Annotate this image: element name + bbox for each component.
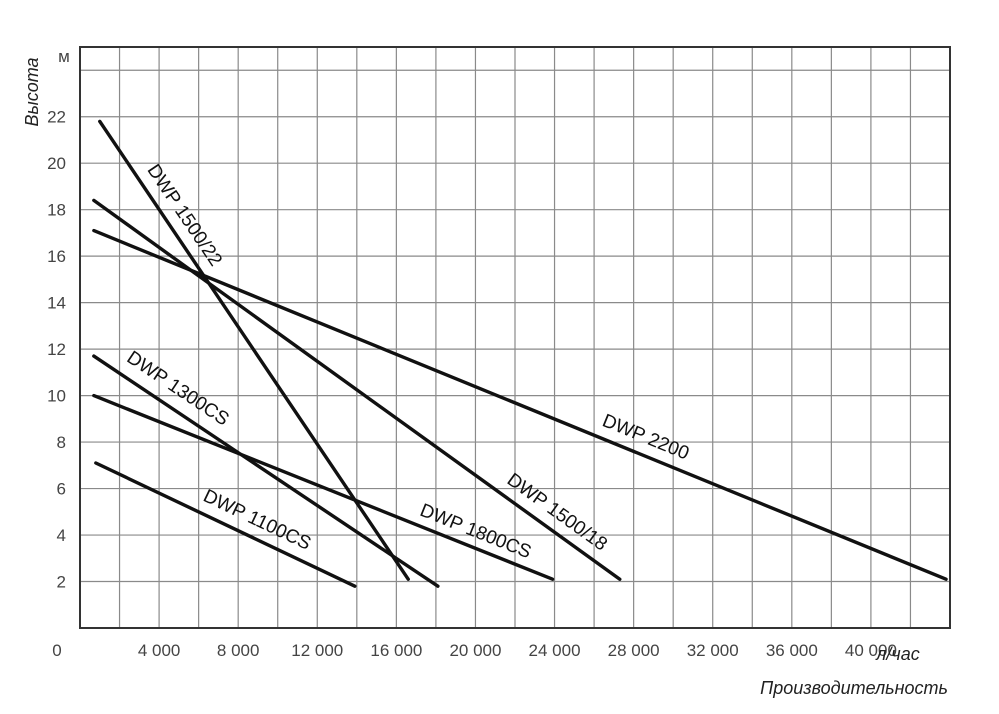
grid xyxy=(80,47,950,628)
x-tick-label: 24 000 xyxy=(529,641,581,660)
series-line xyxy=(98,119,410,581)
series-label: DWP 1500/22 xyxy=(143,161,226,271)
x-tick-label: 28 000 xyxy=(608,641,660,660)
x-tick-label: 8 000 xyxy=(217,641,260,660)
x-tick-label: 12 000 xyxy=(291,641,343,660)
x-tick-labels: 4 000 8 000 12 000 16 000 20 000 24 000 28 000… xyxy=(138,641,897,660)
y-tick-label: 22 xyxy=(47,108,66,127)
x-tick-label: 4 000 xyxy=(138,641,181,660)
y-tick-label: 4 xyxy=(57,526,66,545)
series-line xyxy=(94,461,357,588)
series-line xyxy=(92,228,948,581)
x-tick-label: 16 000 xyxy=(370,641,422,660)
y-tick-label: 2 xyxy=(57,573,66,592)
y-tick-label: 12 xyxy=(47,340,66,359)
x-axis-title: Производительность xyxy=(760,678,948,698)
y-unit-label: м xyxy=(58,47,70,66)
x-unit-label: л/час xyxy=(875,644,919,664)
y-tick-label: 6 xyxy=(57,480,66,499)
y-tick-label: 20 xyxy=(47,154,66,173)
y-tick-label: 14 xyxy=(47,294,66,313)
y-axis-title: Высота xyxy=(22,57,42,126)
series-line xyxy=(92,393,555,581)
x-tick-label: 32 000 xyxy=(687,641,739,660)
plot-frame xyxy=(79,46,951,629)
series-lines xyxy=(92,119,948,588)
series-line xyxy=(92,198,622,581)
y-tick-labels: 2 4 6 8 10 12 14 16 18 20 22 xyxy=(47,108,66,592)
origin-label: 0 xyxy=(52,641,61,660)
x-tick-label: 36 000 xyxy=(766,641,818,660)
y-tick-label: 18 xyxy=(47,201,66,220)
series-label: DWP 1300CS xyxy=(123,347,233,430)
x-tick-label: 40 000 xyxy=(845,641,897,660)
x-tick-label: 20 000 xyxy=(449,641,501,660)
y-tick-label: 8 xyxy=(57,433,66,452)
series-line xyxy=(92,354,440,588)
y-tick-label: 10 xyxy=(47,387,66,406)
y-tick-label: 16 xyxy=(47,247,66,266)
